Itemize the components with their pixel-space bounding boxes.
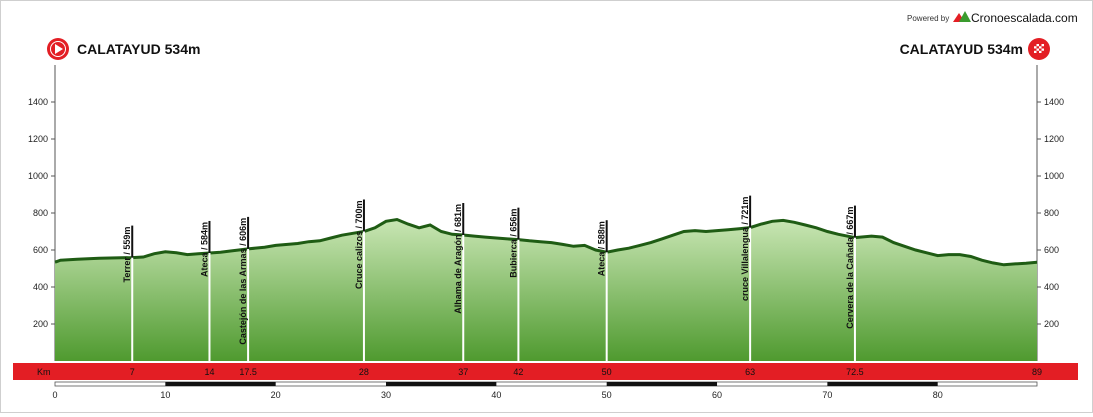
km-mark-label: 14: [204, 367, 214, 377]
waypoint-label: Terrer / 559m: [122, 227, 132, 283]
start-label: CALATAYUD 534m: [77, 41, 200, 57]
km-mark-label: 63: [745, 367, 755, 377]
y-tick-label-right: 1400: [1044, 97, 1064, 107]
y-tick-label-right: 600: [1044, 245, 1059, 255]
mountain-logo-icon: [953, 11, 971, 22]
x-tick-label: 50: [602, 390, 612, 400]
x-tick-label: 70: [822, 390, 832, 400]
scale-bar-segment: [606, 382, 718, 386]
km-marks: 7 14 17.5 28 37 42 50 63 72.5 89: [130, 367, 1042, 377]
profile-layer: [54, 217, 1038, 361]
scale-bar-segment: [386, 382, 497, 386]
y-tick-label-left: 600: [33, 245, 48, 255]
km-mark-label: 17.5: [239, 367, 257, 377]
powered-by-text: Powered by: [907, 14, 949, 23]
y-tick-label-right: 400: [1044, 282, 1059, 292]
y-tick-label-right: 800: [1044, 208, 1059, 218]
finish-label: CALATAYUD 534m: [900, 41, 1023, 57]
x-axis-ticks: 0 10 20 30 40 50 60 70 80: [52, 390, 942, 400]
start-play-icon: [47, 38, 69, 60]
x-tick-label: 30: [381, 390, 391, 400]
km-mark-label: 28: [359, 367, 369, 377]
y-tick-label-right: 1200: [1044, 134, 1064, 144]
x-tick-label: 60: [712, 390, 722, 400]
waypoint-label: Bubierca / 656m: [508, 209, 518, 278]
km-band: [13, 363, 1078, 380]
y-tick-label-left: 1200: [28, 134, 48, 144]
y-tick-label-left: 800: [33, 208, 48, 218]
elevation-line: [54, 217, 1038, 267]
waypoint-label: cruce Villalengua / 721m: [740, 197, 750, 301]
waypoint-label: Ateca / 584m: [199, 222, 209, 277]
km-mark-label: 50: [602, 367, 612, 377]
km-mark-label: 37: [458, 367, 468, 377]
y-tick-label-left: 200: [33, 319, 48, 329]
waypoint-label: Cruce calizos / 700m: [354, 201, 364, 290]
x-tick-label: 80: [933, 390, 943, 400]
y-tick-label-left: 1400: [28, 97, 48, 107]
km-mark-label: 7: [130, 367, 135, 377]
x-tick-label: 40: [491, 390, 501, 400]
waypoint-label: Cervera de la Cañada / 667m: [845, 207, 855, 329]
x-tick-label: 0: [52, 390, 57, 400]
y-axis-ticks: 200 200 400 400 600 600 800 800 1000 1000 1200 1200…: [28, 97, 1064, 329]
finish-flag-icon: [1028, 38, 1050, 60]
y-tick-label-left: 400: [33, 282, 48, 292]
x-tick-label: 20: [271, 390, 281, 400]
scale-bar-segment: [827, 382, 938, 386]
waypoint-label: Castejón de las Armas / 606m: [238, 218, 248, 345]
elevation-area: [55, 219, 1037, 361]
km-mark-label: 42: [513, 367, 523, 377]
y-tick-label-right: 1000: [1044, 171, 1064, 181]
waypoint-label: Alhama de Aragón / 681m: [453, 204, 463, 314]
y-tick-label-left: 1000: [28, 171, 48, 181]
waypoint-label: Ateca / 588m: [597, 221, 607, 276]
km-mark-label: 72.5: [846, 367, 864, 377]
x-tick-label: 10: [160, 390, 170, 400]
brand-name[interactable]: Cronoescalada.com: [971, 11, 1078, 25]
scale-bar-outline: [54, 381, 1038, 387]
waypoints-layer: Terrer / 559m Ateca / 584m Castejón de las…: [122, 195, 856, 361]
km-mark-label: 89: [1032, 367, 1042, 377]
distance-scale-bar: [54, 381, 1038, 387]
y-tick-label-right: 200: [1044, 319, 1059, 329]
km-label: Km: [37, 367, 51, 377]
scale-bar-segment: [165, 382, 276, 386]
